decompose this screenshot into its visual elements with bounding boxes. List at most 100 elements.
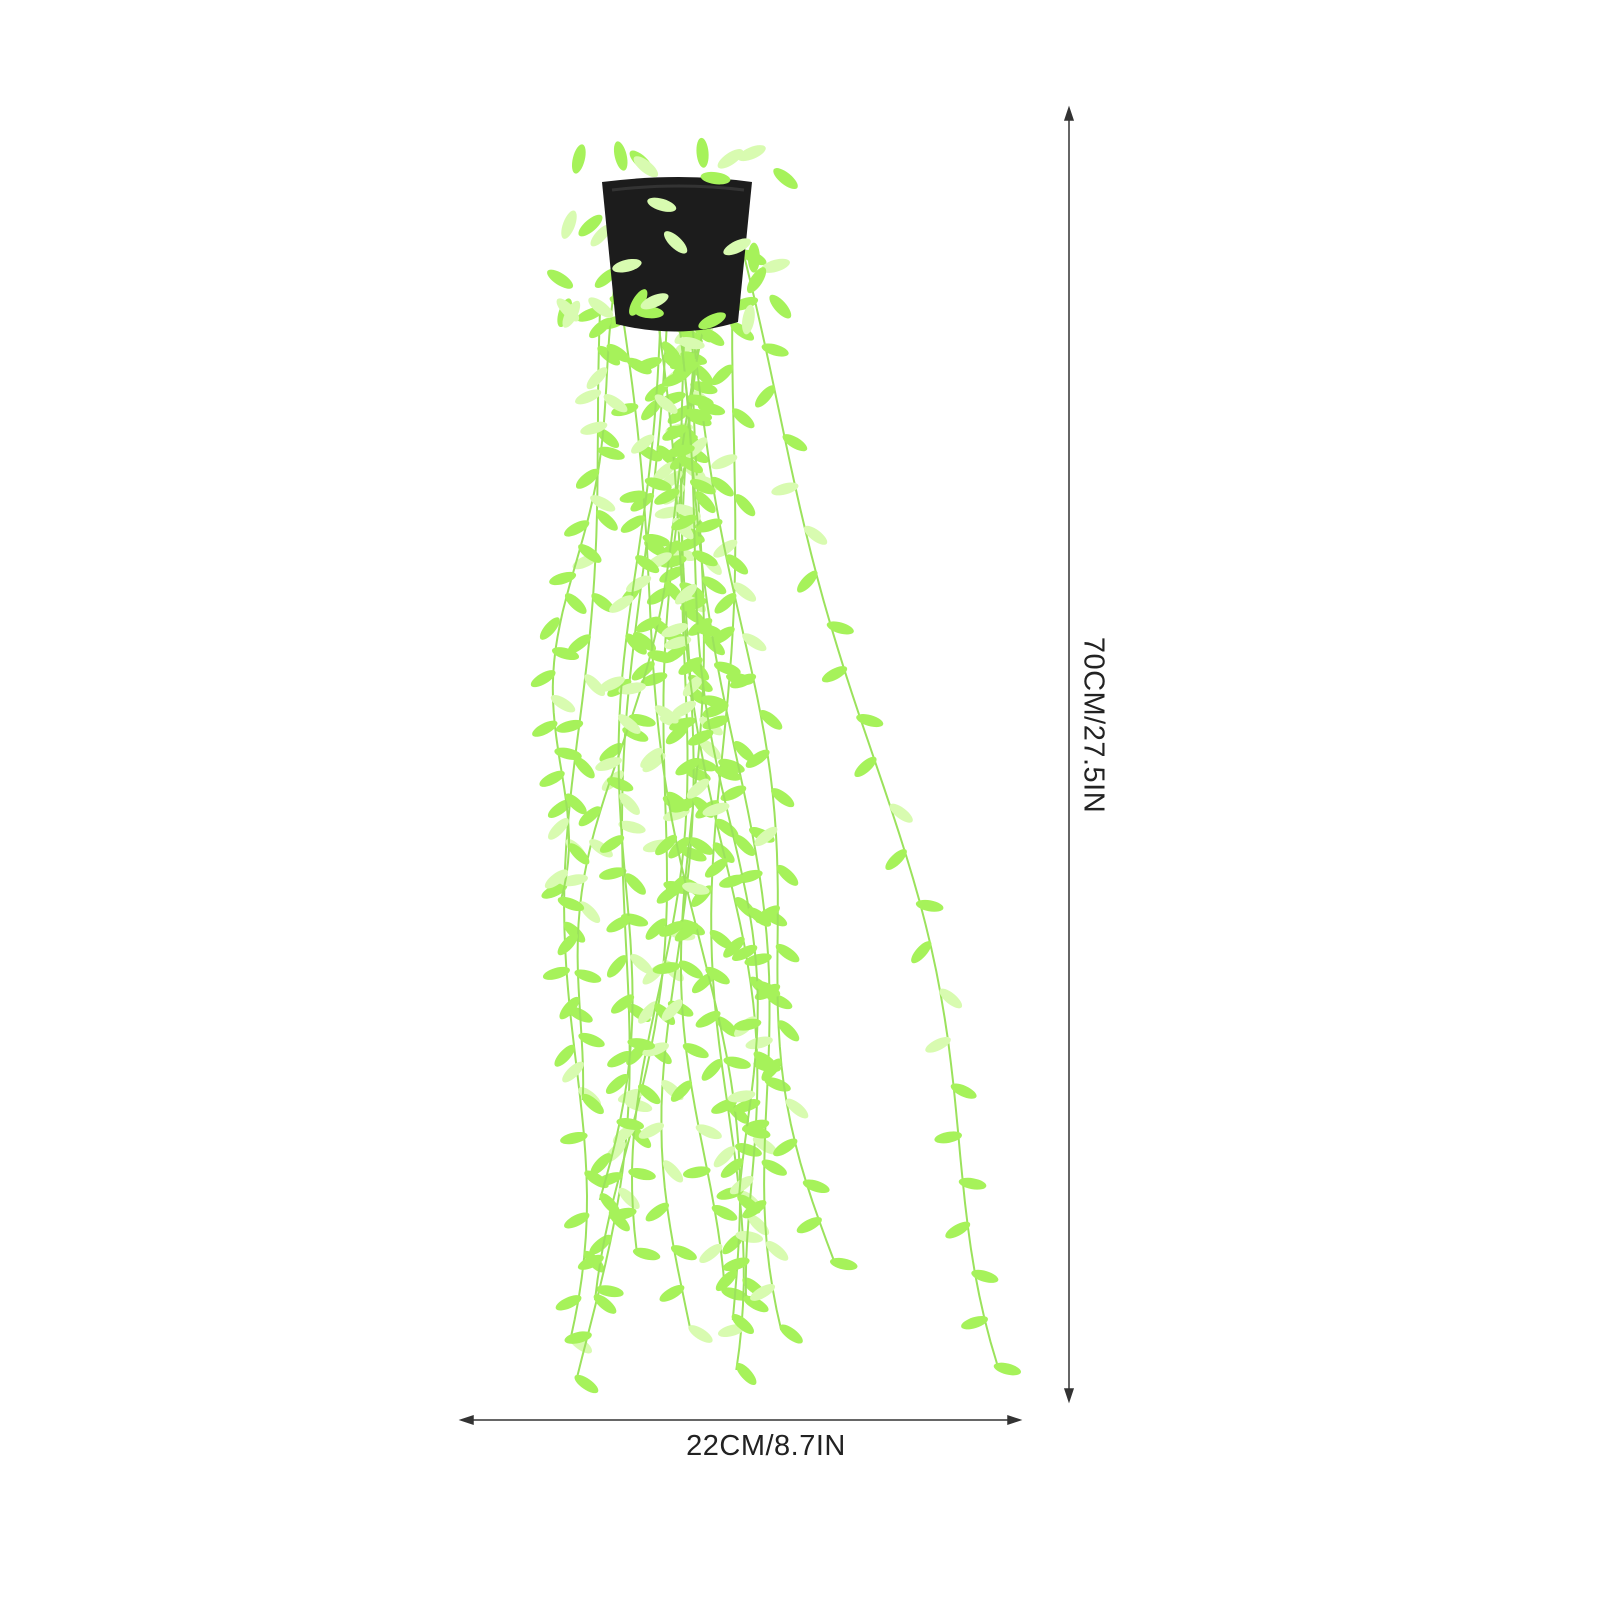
vine-stem	[686, 288, 835, 1261]
leaf	[743, 1125, 771, 1139]
leaf	[682, 882, 710, 895]
leaf	[885, 849, 907, 871]
leaf	[776, 864, 799, 886]
leaf	[571, 144, 586, 174]
leaf	[606, 777, 634, 792]
leaf	[654, 394, 678, 414]
leaf	[644, 477, 672, 491]
leaf	[590, 224, 612, 247]
leaf	[662, 371, 688, 387]
leaf	[945, 1221, 971, 1239]
leaf	[830, 1257, 858, 1271]
leaf	[797, 570, 818, 593]
leaf	[619, 490, 648, 503]
leaf	[773, 1138, 798, 1157]
leaf	[993, 1362, 1022, 1376]
leaf	[652, 962, 681, 975]
leaf	[802, 1179, 830, 1194]
leaf	[577, 1254, 604, 1270]
leaf	[606, 955, 627, 978]
leaf	[733, 582, 757, 602]
leaf	[889, 803, 913, 823]
leaf	[559, 996, 580, 1020]
leaf	[760, 258, 790, 273]
leaf	[539, 770, 565, 787]
leaf	[678, 960, 703, 979]
leaf	[646, 587, 672, 605]
leaf	[961, 1315, 988, 1330]
leaf	[939, 988, 963, 1009]
leaf	[702, 802, 730, 817]
leaf	[915, 899, 944, 912]
leaf	[971, 1269, 999, 1283]
leaf	[766, 993, 793, 1010]
leaf	[590, 1153, 612, 1175]
leaf	[661, 623, 689, 638]
leaf	[576, 468, 600, 488]
leaf	[670, 1080, 693, 1102]
leaf	[542, 966, 570, 980]
leaf	[647, 650, 675, 663]
vine-stem	[609, 231, 742, 1321]
leaf	[856, 714, 884, 728]
leaf	[591, 593, 615, 613]
leaf	[664, 636, 692, 650]
leaf	[597, 446, 625, 460]
leaf	[759, 710, 783, 730]
leaf	[743, 1295, 769, 1313]
leaf	[773, 168, 798, 190]
leaf	[656, 445, 679, 467]
leaf	[747, 242, 760, 273]
leaf	[777, 1020, 800, 1042]
leaf	[603, 394, 628, 413]
leaf	[532, 720, 558, 737]
leaf	[714, 766, 742, 781]
leaf	[541, 883, 568, 899]
leaf	[911, 941, 932, 964]
leaf	[647, 197, 677, 212]
leaf	[671, 514, 697, 531]
leaf	[547, 818, 569, 840]
leaf	[692, 550, 718, 567]
leaf	[741, 304, 755, 335]
leaf	[669, 717, 696, 731]
leaf	[745, 1036, 773, 1050]
leaf	[761, 1058, 782, 1081]
leaf	[593, 1294, 617, 1314]
leaf	[733, 1099, 761, 1113]
leaf	[578, 1032, 605, 1048]
leaf	[632, 1247, 661, 1261]
leaf	[631, 661, 655, 681]
leaf	[630, 493, 655, 512]
leaf	[633, 156, 659, 178]
leaf	[564, 520, 590, 537]
leaf	[748, 907, 772, 927]
leaf	[659, 1284, 685, 1302]
leaf	[750, 1283, 776, 1301]
leaf	[662, 424, 688, 441]
leaf	[635, 616, 662, 633]
leaf	[761, 1159, 787, 1176]
leaf	[720, 1158, 744, 1178]
leaf	[934, 1131, 962, 1144]
leaf	[723, 1056, 751, 1069]
leaf	[645, 918, 667, 940]
leaf	[704, 858, 728, 878]
leaf	[720, 785, 747, 802]
leaf	[700, 327, 725, 346]
leaf	[711, 364, 734, 386]
vine-stem	[730, 206, 999, 1366]
leaf	[578, 806, 602, 827]
leaf	[711, 1098, 738, 1114]
leaf	[630, 953, 653, 975]
leaf	[713, 661, 741, 676]
leaf	[631, 434, 655, 454]
leaf	[765, 1240, 789, 1261]
leaf	[663, 231, 688, 254]
leaf	[618, 682, 646, 695]
leaf	[676, 536, 703, 552]
leaf	[539, 617, 560, 640]
leaf	[655, 834, 678, 856]
leaf	[562, 300, 581, 328]
leaf	[613, 141, 628, 171]
